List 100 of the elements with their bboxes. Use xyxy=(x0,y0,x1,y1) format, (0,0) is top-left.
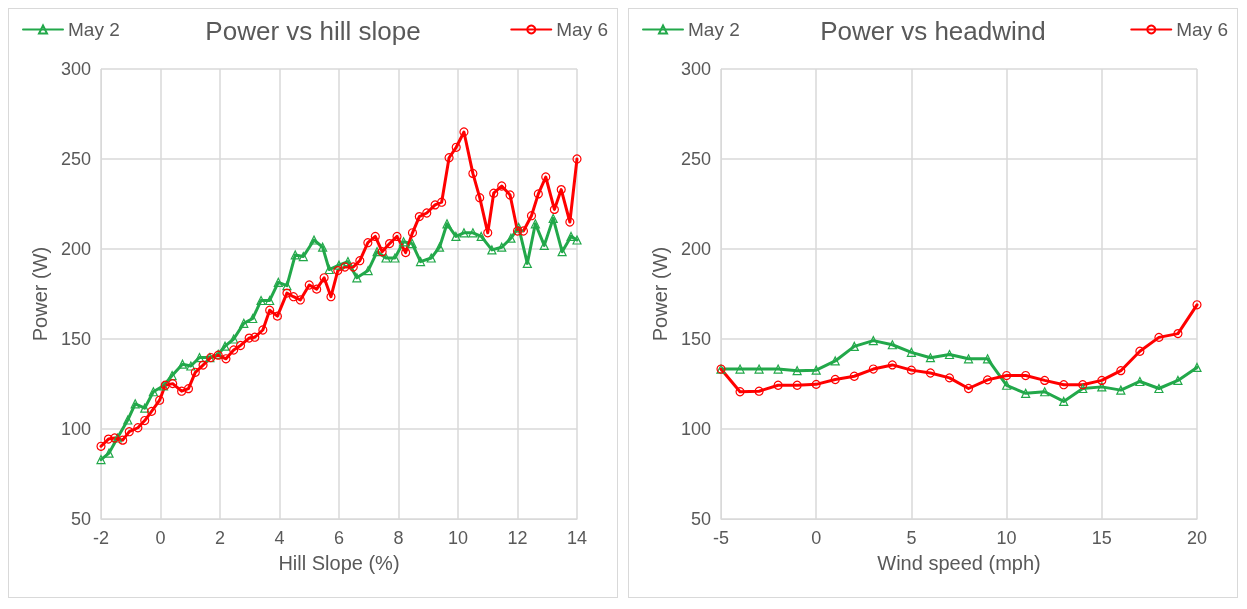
y-tick-label: 200 xyxy=(680,239,711,259)
point xyxy=(497,242,507,252)
point xyxy=(1173,329,1183,339)
x-tick-label: 12 xyxy=(507,528,528,548)
y-axis-title: Power (W) xyxy=(29,246,52,342)
point xyxy=(220,341,230,351)
y-tick-label: 100 xyxy=(60,419,91,439)
x-axis-title: Wind speed (mph) xyxy=(877,552,1041,574)
point xyxy=(186,361,196,371)
point xyxy=(415,257,426,267)
point xyxy=(1059,380,1069,390)
x-axis-title: Hill Slope (%) xyxy=(278,552,400,574)
point xyxy=(735,387,745,397)
point xyxy=(548,213,558,223)
point xyxy=(773,364,783,374)
point xyxy=(1154,383,1164,394)
point xyxy=(849,341,859,351)
point xyxy=(167,370,177,381)
point xyxy=(514,222,524,232)
x-tick-label: 4 xyxy=(274,528,285,548)
point xyxy=(282,281,292,291)
point xyxy=(1059,396,1069,407)
point xyxy=(982,354,993,364)
y-tick-label: 250 xyxy=(680,149,711,169)
point xyxy=(530,219,540,229)
point xyxy=(148,387,158,397)
point xyxy=(792,366,802,376)
x-tick-label: 0 xyxy=(155,528,166,548)
point xyxy=(123,415,133,425)
y-tick-label: 150 xyxy=(680,329,711,349)
x-tick-label: -2 xyxy=(92,528,110,548)
point xyxy=(792,380,802,390)
point xyxy=(104,448,114,458)
y-tick-label: 200 xyxy=(60,239,91,259)
point xyxy=(887,340,897,350)
point xyxy=(459,228,469,238)
point xyxy=(925,353,936,363)
point xyxy=(398,237,409,247)
point xyxy=(963,383,974,394)
chart-title: Power vs headwind xyxy=(820,16,1046,46)
legend-label: May 6 xyxy=(556,19,609,40)
point xyxy=(1116,366,1126,376)
point xyxy=(140,403,150,413)
point xyxy=(194,352,205,363)
chart-title: Power vs hill slope xyxy=(205,16,421,46)
point xyxy=(754,364,764,374)
point xyxy=(130,399,140,409)
point xyxy=(868,336,878,346)
x-tick-label: 8 xyxy=(393,528,404,548)
point xyxy=(1021,388,1031,398)
point xyxy=(506,233,516,243)
point xyxy=(1154,332,1164,342)
point xyxy=(811,379,821,389)
point xyxy=(442,219,452,229)
legend-label: May 2 xyxy=(68,19,120,40)
point xyxy=(334,260,344,270)
point xyxy=(566,231,576,241)
point xyxy=(811,365,821,375)
point xyxy=(487,245,497,255)
x-tick-label: -5 xyxy=(712,528,730,548)
point xyxy=(273,277,283,287)
point xyxy=(830,374,840,385)
x-tick-label: 5 xyxy=(906,528,917,548)
point xyxy=(468,228,478,238)
point xyxy=(177,359,188,369)
point xyxy=(407,239,417,249)
point xyxy=(265,295,275,306)
point xyxy=(1097,375,1107,385)
point xyxy=(390,253,400,263)
point xyxy=(309,235,319,245)
y-tick-label: 100 xyxy=(680,419,711,439)
x-tick-label: 20 xyxy=(1186,528,1208,548)
point xyxy=(1078,383,1088,394)
point xyxy=(363,266,373,276)
x-tick-label: 0 xyxy=(811,528,822,548)
point xyxy=(298,251,308,262)
x-tick-label: 10 xyxy=(996,528,1017,548)
point xyxy=(1192,362,1202,373)
point xyxy=(318,242,328,252)
point xyxy=(1135,346,1145,356)
point xyxy=(944,349,955,360)
point xyxy=(1097,382,1107,392)
x-tick-label: 2 xyxy=(214,528,226,548)
point xyxy=(256,295,266,306)
point xyxy=(1002,370,1012,381)
point xyxy=(830,356,840,366)
point xyxy=(239,318,249,328)
point xyxy=(1040,375,1050,385)
x-tick-label: 14 xyxy=(566,528,588,548)
point xyxy=(426,253,436,263)
point xyxy=(434,242,445,252)
point xyxy=(906,347,916,357)
x-tick-label: 6 xyxy=(333,528,345,548)
point xyxy=(773,380,783,390)
y-axis-title: Power (W) xyxy=(649,246,672,342)
point xyxy=(1173,375,1183,385)
point xyxy=(849,371,859,381)
point xyxy=(1135,376,1145,387)
point xyxy=(1002,380,1012,390)
point xyxy=(944,373,955,383)
